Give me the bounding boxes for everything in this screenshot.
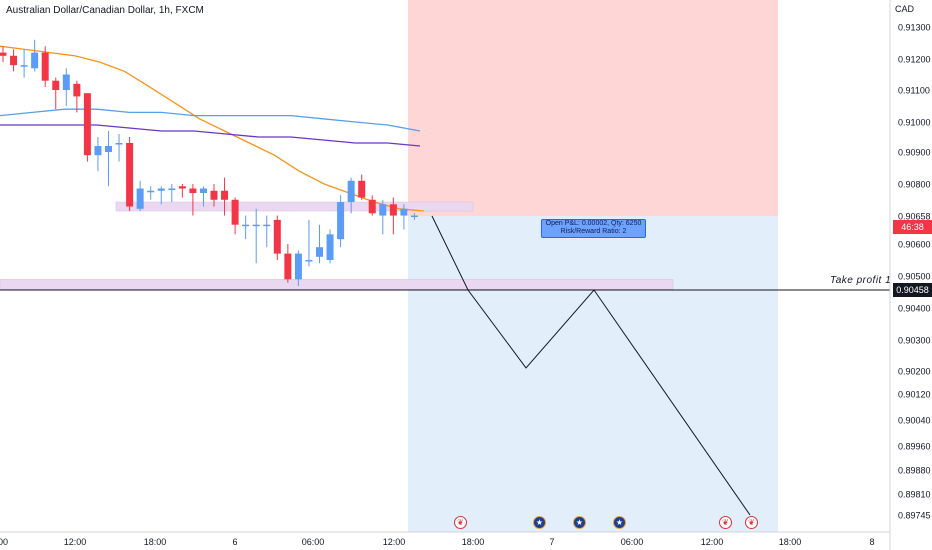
price-tick-label: 0.90658 (898, 212, 931, 222)
canada-event-icon[interactable]: ❦ (454, 516, 467, 529)
candle-body (126, 143, 134, 207)
price-tick-label: 0.90120 (898, 390, 931, 400)
candle-body (10, 55, 18, 66)
price-tick-label: 0.91200 (898, 55, 931, 65)
price-tick-label: 0.90400 (898, 304, 931, 314)
candle-body (284, 253, 292, 280)
candle-body (252, 224, 260, 227)
candle-body (358, 180, 366, 198)
last-price-tag (893, 209, 932, 223)
price-tick-label: 0.90900 (898, 148, 931, 158)
price-tick-label: 0.90040 (898, 416, 931, 426)
price-tick-label: 0.89745 (898, 511, 931, 521)
price-tick-label: 0.89880 (898, 466, 931, 476)
target-zone (408, 216, 778, 532)
time-tick-label: 12:00 (64, 537, 87, 547)
candle-body (379, 204, 387, 216)
resistance-zone (115, 201, 474, 212)
price-tick-label: 0.90500 (898, 272, 931, 282)
risk-reward-text: Risk/Reward Ratio: 2 (560, 228, 627, 235)
candle-body (263, 224, 271, 227)
australia-event-icon[interactable]: ★ (613, 516, 626, 529)
candle-body (368, 199, 376, 214)
stop-loss-zone (408, 0, 778, 216)
candle-body (231, 199, 239, 225)
price-tick-label: 0.91300 (898, 23, 931, 33)
candle-body (157, 188, 165, 191)
time-tick-label: 12:00 (383, 537, 406, 547)
candle-body (347, 180, 355, 203)
candle-body (389, 204, 397, 216)
candle-body (52, 80, 60, 90)
price-tick-label: 0.90600 (898, 240, 931, 250)
australia-event-icon[interactable]: ★ (573, 516, 586, 529)
candle-body (168, 188, 176, 191)
candle-body (105, 146, 112, 152)
australia-event-icon[interactable]: ★ (533, 516, 546, 529)
candle-body (210, 190, 218, 200)
price-tick-label: 0.90300 (898, 336, 931, 346)
candle-body (189, 188, 197, 194)
time-tick-label: 00 (0, 537, 8, 547)
candle-body (178, 186, 186, 189)
candle-body (0, 52, 7, 56)
projected-path (431, 215, 751, 516)
candle-body (41, 52, 49, 81)
chart-title: Australian Dollar/Canadian Dollar, 1h, F… (6, 5, 204, 16)
take-profit-label: Take profit 1 (830, 275, 892, 286)
candle-body (316, 247, 323, 257)
time-tick-label: 18:00 (462, 537, 485, 547)
open-pnl-text: Open P&L: 0.00002, Qty: 6250 (545, 220, 642, 227)
time-tick-label: 12:00 (701, 537, 724, 547)
candle-body (199, 188, 207, 194)
candle-body (337, 202, 345, 240)
candle-body (115, 143, 123, 145)
candle-body (136, 188, 144, 209)
countdown-tag: 46:38 (893, 220, 932, 234)
support-zone (0, 279, 674, 290)
candle-body (305, 260, 313, 262)
price-tick-label: 0.90800 (898, 180, 931, 190)
candle-body (94, 146, 102, 156)
time-tick-label: 7 (549, 537, 554, 547)
candle-body (221, 190, 229, 200)
canada-event-icon[interactable]: ❦ (719, 516, 732, 529)
currency-label: CAD (895, 4, 915, 14)
candle-body (410, 215, 418, 218)
candle-body (73, 83, 81, 97)
price-tick-label: 0.91000 (898, 118, 931, 128)
ma-slow-line (0, 124, 421, 147)
time-tick-label: 8 (869, 537, 874, 547)
price-tick-label: 0.91100 (898, 86, 930, 96)
candle-body (147, 190, 155, 193)
ma-mid-line (0, 108, 421, 132)
candle-body (31, 52, 39, 69)
candle-body (83, 93, 91, 156)
candle-body (400, 208, 408, 216)
candle-body (242, 224, 250, 227)
position-info-box[interactable]: Open P&L: 0.00002, Qty: 6250 Risk/Reward… (541, 219, 646, 238)
candle-body (20, 65, 28, 67)
candle-body (326, 234, 334, 260)
candle-body (294, 253, 302, 280)
take-profit-price-tag: 0.90458 (893, 283, 932, 297)
time-tick-label: 6 (232, 537, 237, 547)
price-tick-label: 0.90200 (898, 367, 931, 377)
candle-body (273, 219, 281, 254)
time-tick-label: 18:00 (144, 537, 167, 547)
price-tick-label: 0.89810 (898, 490, 931, 500)
canada-event-icon[interactable]: ❦ (745, 516, 758, 529)
time-tick-label: 18:00 (779, 537, 802, 547)
time-tick-label: 06:00 (621, 537, 644, 547)
candle-body (62, 74, 70, 90)
time-tick-label: 06:00 (302, 537, 325, 547)
price-tick-label: 0.89960 (898, 442, 931, 452)
